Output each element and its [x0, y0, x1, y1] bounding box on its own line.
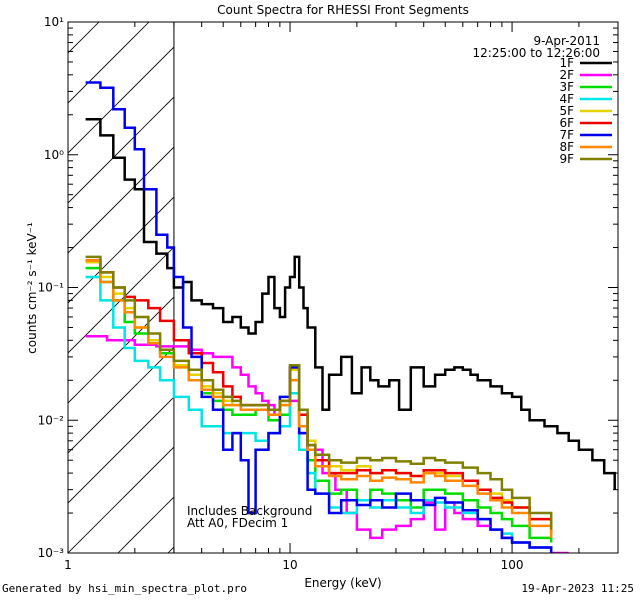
y-tick-label: 10⁻³	[38, 546, 65, 560]
legend-label-6F: 6F	[559, 116, 574, 130]
legend-label-9F: 9F	[559, 152, 574, 166]
hatch-line	[68, 46, 174, 154]
annotation-background: Includes Background	[187, 504, 312, 518]
footer-generated-by: Generated by hsi_min_spectra_plot.pro	[2, 582, 248, 595]
legend-label-1F: 1F	[559, 56, 574, 70]
series-line-8F	[85, 259, 553, 538]
x-tick-label: 10	[282, 558, 297, 572]
hatch-line	[68, 22, 150, 104]
y-tick-label: 10¹	[44, 15, 64, 29]
legend-label-5F: 5F	[559, 104, 574, 118]
legend-time-range: 12:25:00 to 12:26:00	[473, 46, 600, 60]
hatch-line	[68, 196, 174, 304]
x-axis-label: Energy (keV)	[304, 576, 381, 590]
annotation-attenuator: Att A0, FDecim 1	[187, 516, 288, 530]
y-tick-label: 10⁰	[44, 148, 64, 162]
series-line-4F	[85, 275, 553, 553]
y-axis-label: counts cm⁻² s⁻¹ keV⁻¹	[25, 222, 39, 354]
y-tick-label: 10⁻²	[38, 413, 65, 427]
x-tick-label: 1	[64, 558, 72, 572]
series-line-6F	[85, 259, 553, 534]
series-line-1F	[85, 118, 616, 490]
legend-label-4F: 4F	[559, 92, 574, 106]
chart-title: Count Spectra for RHESSI Front Segments	[217, 3, 469, 17]
legend-label-8F: 8F	[559, 140, 574, 154]
footer-timestamp: 19-Apr-2023 11:25	[521, 582, 634, 595]
legend-label-2F: 2F	[559, 68, 574, 82]
y-tick-label: 10⁻¹	[38, 281, 65, 295]
series-line-2F	[85, 334, 569, 553]
series-line-9F	[85, 255, 553, 530]
x-tick-label: 100	[501, 558, 524, 572]
axis-ticks: 1 10 100 10⁻³ 10⁻² 10⁻¹ 10⁰ 10¹	[38, 15, 619, 572]
hatch-line	[68, 446, 174, 553]
hatch-line	[68, 396, 174, 504]
series-lines	[85, 81, 616, 553]
legend-label-3F: 3F	[559, 80, 574, 94]
legend-label-7F: 7F	[559, 128, 574, 142]
legend-date: 9-Apr-2011	[533, 34, 600, 48]
